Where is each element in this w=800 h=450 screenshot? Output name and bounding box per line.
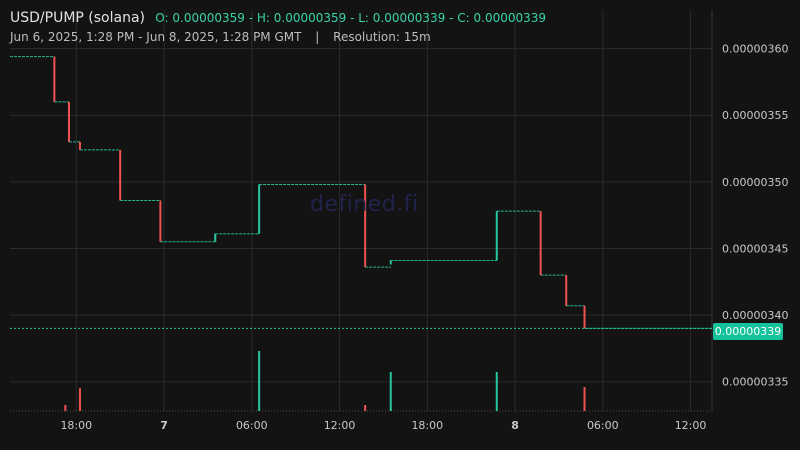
volume-bar — [495, 372, 498, 411]
y-tick-label: 0.00000350 — [722, 176, 788, 189]
volume-bar — [364, 405, 367, 411]
candle-body — [159, 200, 162, 242]
y-tick-label: 0.00000335 — [722, 376, 788, 389]
y-tick-label: 0.00000345 — [722, 242, 788, 255]
candle-body — [78, 141, 81, 150]
x-tick-label: 12:00 — [675, 419, 707, 432]
volume-bar — [583, 387, 586, 411]
y-tick-label: 0.00000360 — [722, 43, 788, 56]
volume-bar — [389, 372, 392, 411]
volume-bar — [64, 405, 67, 411]
candle-body — [67, 101, 70, 142]
range-line: Jun 6, 2025, 1:28 PM - Jun 8, 2025, 1:28… — [10, 30, 546, 44]
chart-header: USD/PUMP (solana) O: 0.00000359 - H: 0.0… — [10, 10, 546, 44]
y-tick-label: 0.00000355 — [722, 109, 788, 122]
candle-body — [565, 275, 568, 306]
candle-body — [258, 184, 261, 234]
y-tick-label: 0.00000340 — [722, 309, 788, 322]
x-tick-label: 18:00 — [411, 419, 443, 432]
candle-body — [389, 260, 392, 265]
ohlc-readout: O: 0.00000359 - H: 0.00000359 - L: 0.000… — [155, 11, 547, 25]
x-tick-label: 06:00 — [587, 419, 619, 432]
x-tick-label: 8 — [511, 419, 519, 432]
candle-body — [119, 149, 122, 201]
volume-bar — [78, 388, 81, 411]
candle-body — [495, 211, 498, 261]
date-range: Jun 6, 2025, 1:28 PM - Jun 8, 2025, 1:28… — [10, 30, 302, 44]
separator: | — [315, 30, 320, 44]
candle-body — [539, 211, 542, 276]
candle-body — [53, 56, 56, 102]
x-tick-label: 18:00 — [60, 419, 92, 432]
watermark: defined.fi — [310, 192, 419, 217]
candle-body — [214, 233, 217, 242]
candle-body — [364, 184, 367, 268]
x-tick-label: 06:00 — [236, 419, 268, 432]
x-tick-label: 12:00 — [324, 419, 356, 432]
volume-bar — [258, 351, 261, 411]
x-tick-label: 7 — [160, 419, 168, 432]
resolution-label: Resolution: 15m — [333, 30, 431, 44]
last-price-badge: 0.00000339 — [713, 323, 783, 340]
candle-body — [583, 305, 586, 329]
pair-title: USD/PUMP (solana) — [10, 10, 145, 26]
title-line: USD/PUMP (solana) O: 0.00000359 - H: 0.0… — [10, 10, 546, 26]
